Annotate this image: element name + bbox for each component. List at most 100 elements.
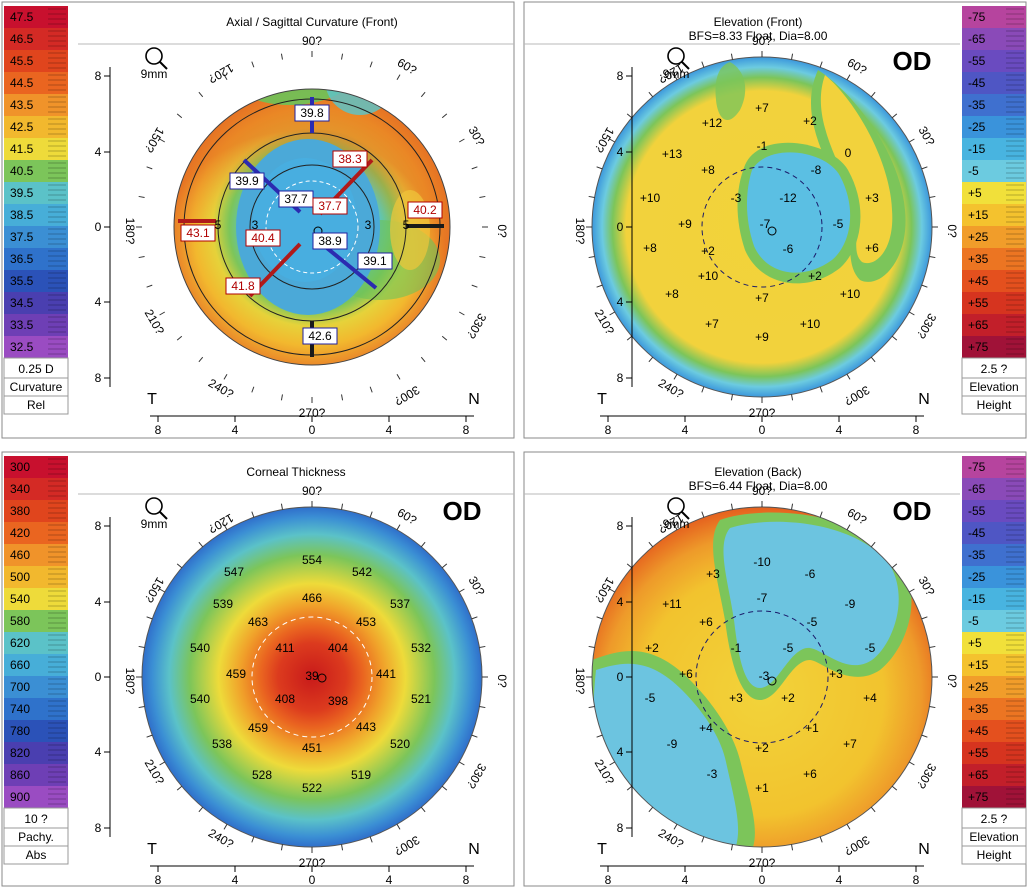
- map-value: 453: [356, 615, 376, 629]
- legend-mode: Height: [977, 398, 1012, 412]
- map-value: 463: [248, 615, 268, 629]
- map-value: -10: [753, 555, 771, 569]
- legend-swatch: [962, 138, 1026, 160]
- legend-swatch: [962, 160, 1026, 182]
- legend-label: -65: [968, 482, 986, 496]
- legend-label: 46.5: [10, 32, 34, 46]
- map-value: +10: [800, 317, 821, 331]
- legend-swatch: [4, 28, 68, 50]
- legend-label: +25: [968, 230, 989, 244]
- map-value: -5: [783, 641, 794, 655]
- map-value: +3: [829, 667, 843, 681]
- legend-axial: 47.5 46.5 45.5 44.5 43.5 42.5 41.5 40.5 39.5 38.5…: [3, 6, 69, 415]
- legend-swatch: [962, 94, 1026, 116]
- map-value: -5: [645, 691, 656, 705]
- legend-label: +65: [968, 768, 989, 782]
- eye-label-od: OD: [443, 496, 482, 526]
- map-value: +9: [678, 217, 692, 231]
- y-tick-label: 4: [617, 295, 624, 309]
- map-value: +4: [863, 691, 877, 705]
- legend-swatch: [4, 676, 68, 698]
- legend-label: -5: [968, 164, 979, 178]
- y-tick-label: 8: [95, 821, 102, 835]
- legend-label: 420: [10, 526, 30, 540]
- legend-swatch: [962, 720, 1026, 742]
- legend-swatch: [4, 764, 68, 786]
- legend-label: 620: [10, 636, 30, 650]
- degree-label-0: 0?: [495, 224, 509, 238]
- x-tick-label: 8: [155, 873, 162, 887]
- zoom-magnifier-icon[interactable]: [145, 497, 168, 520]
- legend-swatch: [4, 478, 68, 500]
- map-value: 411: [275, 641, 294, 655]
- legend-label: -45: [968, 526, 986, 540]
- legend-label: 41.5: [10, 142, 34, 156]
- legend-elev_back: -75 -65 -55 -45 -35 -25 -15 -5 +5 +15 +25 +35 +45 +55…: [961, 456, 1027, 865]
- legend-swatch: [962, 50, 1026, 72]
- legend-label: -35: [968, 548, 986, 562]
- map-value: 537: [390, 597, 410, 611]
- degree-label-0: 0?: [945, 224, 959, 238]
- x-tick-label: 8: [913, 873, 920, 887]
- degree-label-90: 90?: [752, 34, 772, 48]
- legend-swatch: [4, 786, 68, 808]
- y-tick-label: 8: [617, 69, 624, 83]
- legend-label: -75: [968, 10, 986, 24]
- zoom-label: 9mm: [663, 517, 690, 531]
- legend-swatch: [4, 72, 68, 94]
- map-value: +8: [701, 163, 715, 177]
- map-value: +11: [662, 597, 682, 611]
- map-value: 398: [328, 694, 348, 708]
- y-tick-label: 8: [617, 519, 624, 533]
- legend-label: +45: [968, 724, 989, 738]
- y-tick-label: 4: [617, 745, 624, 759]
- legend-swatch: [962, 478, 1026, 500]
- map-title-elev_front: Elevation (Front): [714, 15, 803, 29]
- legend-swatch: [962, 632, 1026, 654]
- y-tick-label: 4: [617, 595, 624, 609]
- legend-swatch: [962, 588, 1026, 610]
- zoom-magnifier-icon[interactable]: [667, 497, 690, 520]
- y-tick-label: 8: [95, 371, 102, 385]
- map-value: +6: [679, 667, 693, 681]
- legend-label: 780: [10, 724, 30, 738]
- legend-label: -55: [968, 54, 986, 68]
- zoom-magnifier-icon[interactable]: [145, 47, 168, 70]
- legend-label: 38.5: [10, 208, 34, 222]
- map-value: 459: [226, 667, 246, 681]
- axial-map: [173, 88, 451, 366]
- map-value: +3: [706, 567, 720, 581]
- map-value: 3: [365, 218, 372, 232]
- y-tick-label: 0: [617, 220, 624, 234]
- map-value: +3: [865, 191, 879, 205]
- map-value: +2: [645, 641, 659, 655]
- legend-label: 740: [10, 702, 30, 716]
- map-value: -6: [805, 567, 816, 581]
- legend-label: +35: [968, 702, 989, 716]
- legend-swatch: [962, 204, 1026, 226]
- legend-step: 2.5 ?: [981, 362, 1008, 376]
- x-tick-label: 4: [386, 423, 393, 437]
- map-value: 532: [411, 641, 431, 655]
- legend-swatch: [962, 698, 1026, 720]
- side-label-temporal: T: [147, 391, 157, 408]
- map-value: -9: [845, 597, 856, 611]
- map-values-elev_front: +7 +12 +2 +13 -1 0 +8 -8 +10 -3 -12 +3 +9 -7 -5 +8 +2 -6 +…: [640, 101, 879, 344]
- map-subtitle-elev_front: BFS=8.33 Float, Dia=8.00: [689, 29, 828, 43]
- map-value: -1: [757, 139, 768, 153]
- map-value: -3: [731, 191, 742, 205]
- legend-swatch: [962, 270, 1026, 292]
- map-value: 5: [403, 218, 410, 232]
- zoom-magnifier-icon[interactable]: [667, 47, 690, 70]
- legend-label: 300: [10, 460, 30, 474]
- side-label-temporal: T: [147, 841, 157, 858]
- legend-swatch: [4, 6, 68, 28]
- x-tick-label: 4: [682, 873, 689, 887]
- legend-label: 660: [10, 658, 30, 672]
- map-value: 547: [224, 565, 244, 579]
- side-label-temporal: T: [597, 391, 607, 408]
- legend-label: +15: [968, 208, 989, 222]
- legend-swatch: [4, 94, 68, 116]
- map-value: 404: [328, 641, 348, 655]
